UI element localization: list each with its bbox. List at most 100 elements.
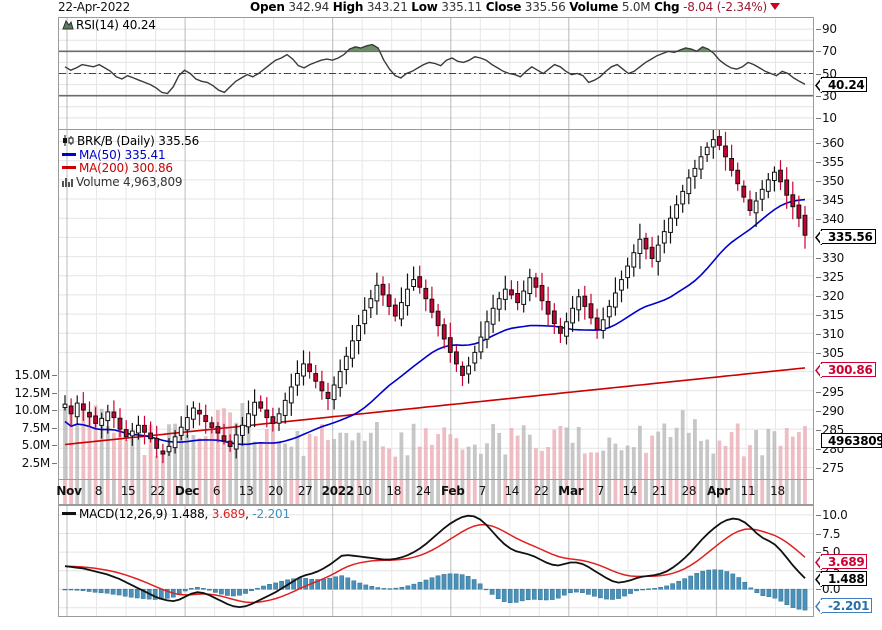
x-axis-label-17: Mar (558, 484, 584, 498)
callout-notch (815, 598, 823, 615)
down-triangle-icon (769, 3, 780, 10)
price-legend-ma50: MA(50) 335.41 (79, 147, 166, 162)
x-axis-label-8: 27 (297, 484, 313, 498)
x-axis-panel (58, 480, 814, 505)
x-axis-label-24: 18 (770, 484, 785, 498)
x-axis-label-15: 14 (504, 484, 520, 498)
axis-tick (816, 117, 821, 119)
chg-value: -8.04 (-2.34%) (683, 0, 767, 14)
x-axis-plot (59, 480, 813, 505)
macd-plot (59, 506, 813, 616)
axis-tick (816, 449, 821, 451)
rsi-y-tick-90: 90 (822, 22, 837, 37)
macd-y-tick-0.0: 0.0 (822, 582, 841, 597)
volume-value-callout: 4963809 (821, 432, 882, 448)
axis-tick (816, 353, 821, 355)
axis-tick (52, 410, 57, 411)
x-axis-label-9: 2022 (321, 484, 355, 498)
callout-notch (815, 362, 823, 379)
volume-y-tick-10.0M: 10.0M (14, 403, 50, 417)
macd-y-tick-10.0: 10.0 (822, 507, 848, 522)
axis-tick (816, 468, 821, 470)
callout-notch (815, 229, 823, 246)
ma50-swatch (62, 152, 76, 156)
x-axis-label-19: 14 (622, 484, 638, 498)
volume-y-tick-2.5M: 2.5M (21, 455, 51, 470)
x-axis-label-10: 10 (356, 484, 372, 498)
axis-tick (816, 219, 821, 221)
x-axis-label-16: 22 (533, 484, 549, 498)
low-value: 335.11 (441, 0, 483, 14)
axis-tick (816, 552, 821, 554)
axis-tick (816, 73, 821, 75)
volume-y-tick-12.5M: 12.5M (14, 385, 50, 400)
price-y-tick-290: 290 (822, 403, 845, 418)
price-legend-symbol: BRK/B (Daily) 335.56 (77, 134, 200, 148)
price-panel (58, 130, 814, 480)
x-axis-label-4: Dec (174, 484, 200, 498)
price-y-tick-315: 315 (822, 308, 845, 323)
axis-tick (816, 295, 821, 297)
macd-signal-callout: 3.689 (815, 554, 868, 571)
x-axis-label-13: Feb (440, 484, 465, 498)
rsi-panel (58, 17, 814, 130)
volume-label: Volume (569, 0, 619, 14)
axis-tick (816, 533, 821, 535)
price-legend-volume: Volume 4,963,809 (76, 174, 183, 189)
rsi-y-tick-10: 10 (822, 110, 837, 125)
ma200-value-callout: 300.86 (815, 361, 876, 379)
macd-value-callout: 1.488 (815, 570, 868, 588)
open-value: 342.94 (288, 0, 330, 14)
rsi-icon (62, 19, 74, 30)
axis-tick (816, 514, 821, 516)
x-axis-label-21: 28 (681, 484, 697, 498)
x-axis-label-20: 21 (652, 484, 667, 498)
volume-y-tick-7.5M: 7.5M (21, 420, 51, 435)
macd-legend-value: 1.488 (171, 507, 205, 521)
axis-tick (816, 276, 821, 278)
price-legend: BRK/B (Daily) 335.56 MA(50) 335.41 MA(20… (62, 135, 199, 189)
macd-legend-hist: -2.201 (252, 507, 290, 521)
axis-tick (816, 180, 821, 182)
price-y-tick-350: 350 (822, 173, 845, 188)
axis-tick (816, 410, 821, 412)
candlestick-icon (63, 135, 74, 146)
open-label: Open (250, 0, 285, 14)
axis-tick (816, 315, 821, 317)
price-y-tick-360: 360 (822, 135, 845, 150)
rsi-plot (59, 18, 813, 129)
price-value-callout: 335.56 (815, 228, 876, 246)
x-axis-label-2: 15 (120, 484, 136, 498)
ma200-swatch (62, 166, 76, 169)
rsi-legend-label: RSI(14) 40.24 (76, 18, 156, 32)
price-y-tick-320: 320 (822, 288, 845, 303)
quote-header: 22-Apr-2022 Open 342.94 High 343.21 Low … (0, 0, 882, 16)
price-plot (59, 130, 813, 479)
x-axis-label-12: 24 (415, 484, 431, 498)
axis-tick (52, 445, 57, 446)
volume-bars-icon (62, 177, 73, 187)
rsi-chart-svg (59, 18, 813, 129)
price-y-tick-355: 355 (822, 154, 845, 169)
price-y-tick-310: 310 (822, 327, 845, 342)
x-axis-label-6: 13 (238, 484, 254, 498)
axis-tick (52, 427, 57, 429)
x-axis-label-11: 18 (386, 484, 402, 498)
close-value: 335.56 (524, 0, 566, 14)
x-axis-label-14: 7 (478, 484, 487, 498)
chg-label: Chg (654, 0, 680, 14)
high-value: 343.21 (366, 0, 408, 14)
callout-notch (815, 571, 823, 588)
macd-chart-svg (59, 506, 813, 616)
axis-tick (816, 391, 821, 393)
axis-tick (816, 29, 821, 31)
macd-y-tick-7.5: 7.5 (822, 526, 841, 541)
price-y-tick-345: 345 (822, 193, 845, 208)
price-y-tick-305: 305 (822, 346, 845, 361)
x-axis-label-1: 8 (94, 484, 103, 498)
volume-y-tick-5.0M: 5.0M (21, 438, 51, 452)
rsi-value-callout: 40.24 (815, 76, 868, 94)
macd-hist-callout: -2.201 (815, 598, 873, 615)
axis-tick (816, 161, 821, 163)
